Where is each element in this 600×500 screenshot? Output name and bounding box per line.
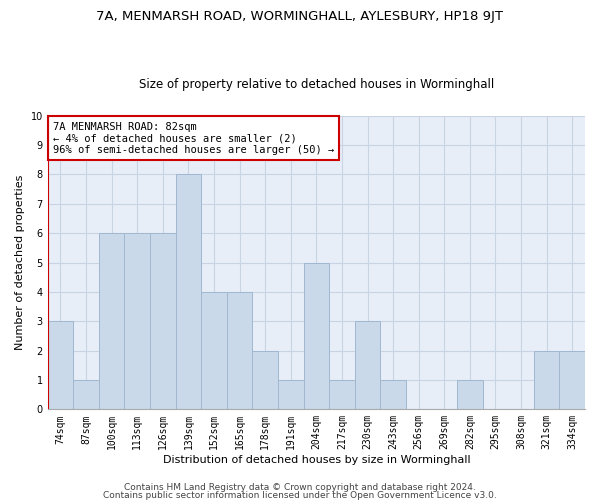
Bar: [534, 350, 559, 410]
Bar: [150, 233, 176, 410]
Bar: [201, 292, 227, 410]
Text: 7A MENMARSH ROAD: 82sqm
← 4% of detached houses are smaller (2)
96% of semi-deta: 7A MENMARSH ROAD: 82sqm ← 4% of detached…: [53, 122, 334, 155]
Bar: [457, 380, 482, 410]
Bar: [99, 233, 124, 410]
Title: Size of property relative to detached houses in Worminghall: Size of property relative to detached ho…: [139, 78, 494, 91]
Bar: [380, 380, 406, 410]
Bar: [124, 233, 150, 410]
Y-axis label: Number of detached properties: Number of detached properties: [15, 175, 25, 350]
Bar: [176, 174, 201, 410]
Text: Contains public sector information licensed under the Open Government Licence v3: Contains public sector information licen…: [103, 490, 497, 500]
Bar: [73, 380, 99, 410]
Bar: [47, 322, 73, 410]
Bar: [559, 350, 585, 410]
Bar: [278, 380, 304, 410]
Bar: [227, 292, 253, 410]
Bar: [355, 322, 380, 410]
Bar: [304, 262, 329, 410]
Bar: [329, 380, 355, 410]
Text: 7A, MENMARSH ROAD, WORMINGHALL, AYLESBURY, HP18 9JT: 7A, MENMARSH ROAD, WORMINGHALL, AYLESBUR…: [97, 10, 503, 23]
Bar: [253, 350, 278, 410]
X-axis label: Distribution of detached houses by size in Worminghall: Distribution of detached houses by size …: [163, 455, 470, 465]
Text: Contains HM Land Registry data © Crown copyright and database right 2024.: Contains HM Land Registry data © Crown c…: [124, 484, 476, 492]
